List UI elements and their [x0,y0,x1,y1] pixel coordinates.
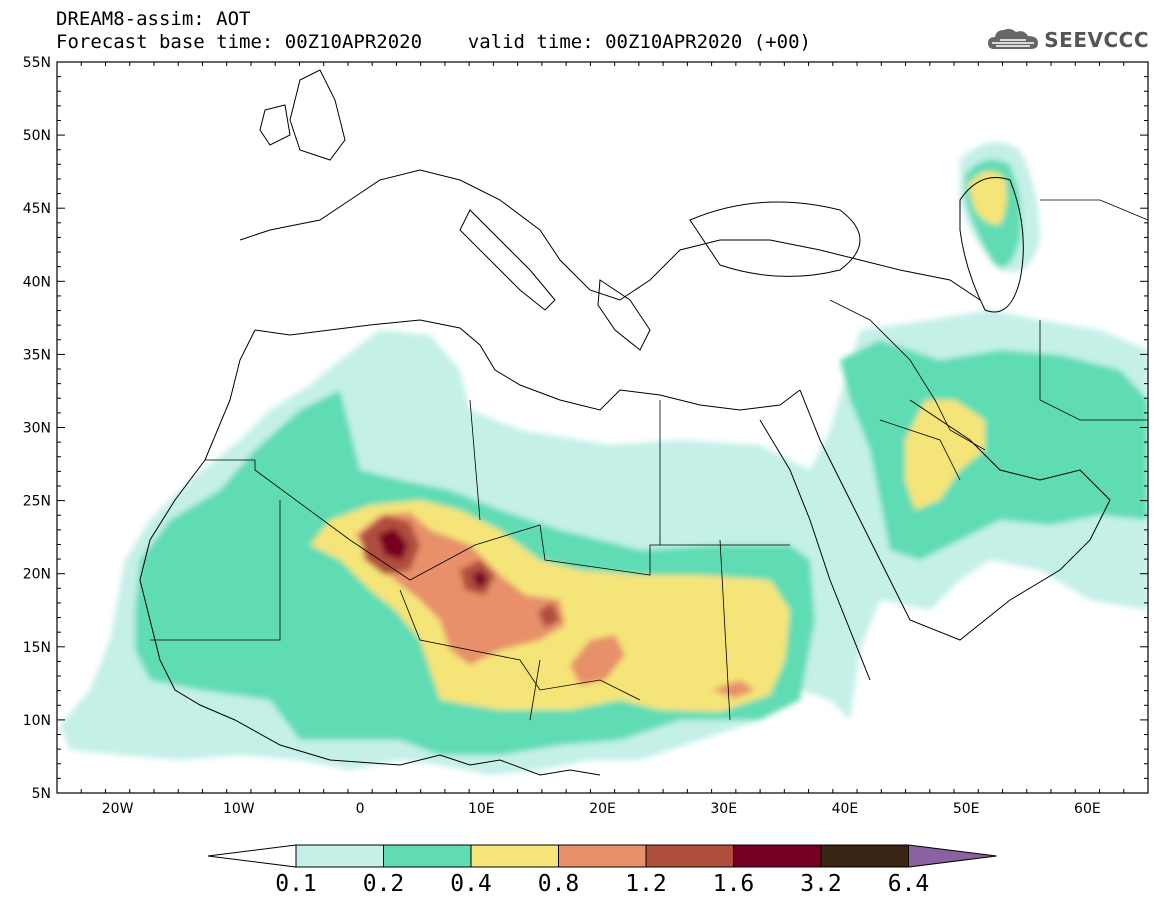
colorbar-swatch [733,844,822,868]
lon-tick-label: 40E [832,801,859,817]
aot-contour-1.6-niger [472,570,488,588]
colorbar-level-label: 1.2 [625,871,667,897]
colorbar-swatch [295,844,384,868]
colorbar-swatch [820,844,909,868]
lon-tick-label: 20W [102,801,134,817]
coastline-ireland [259,104,291,146]
lon-tick-label: 50E [953,801,980,817]
coastline-red-sea [759,419,871,681]
lon-tick-label: 20E [589,801,616,817]
lon-tick-label: 10W [223,801,255,817]
lat-tick-label: 30N [23,421,51,437]
colorbar-level-label: 6.4 [888,871,930,897]
lon-tick-label: 10E [468,801,495,817]
colorbar: 0.1 0.2 0.4 0.8 1.2 1.6 3.2 6.4 [207,844,997,897]
colorbar-level-label: 3.2 [800,871,842,897]
coastline-europe [239,169,981,301]
coastline-greece [597,279,651,351]
lon-tick-label: 0 [356,801,365,817]
coastline-west-africa [139,329,601,776]
seevccc-logo: SEEVCCC [986,24,1149,56]
aot-contour-0.8-sudan [712,680,755,698]
aot-contour-1.2-chad [538,602,560,628]
coastlines-and-borders [139,69,1148,776]
colorbar-under-triangle [207,844,297,868]
aot-contour-0.4-iraq [905,400,985,510]
cloud-icon [988,28,1039,49]
lat-tick-label: 50N [23,128,51,144]
aot-field [60,142,1148,775]
colorbar-swatch [470,844,559,868]
logo-text: SEEVCCC [1044,28,1149,52]
lat-tick-label: 40N [23,274,51,290]
map-title: DREAM8-assim: AOT [56,8,251,30]
lon-tick-label: 30E [710,801,737,817]
lon-tick-label: 60E [1074,801,1101,817]
colorbar-level-label: 1.6 [713,871,755,897]
coastline-mediterranean-south [254,319,801,411]
map-subtitle-times: Forecast base time: 00Z10APR2020 valid t… [56,31,811,53]
colorbar-swatch [383,844,472,868]
lat-tick-label: 10N [23,713,51,729]
lat-tick-label: 25N [23,494,51,510]
aot-contour-0.4-caspian [968,171,1007,225]
colorbar-over-triangle [908,844,997,868]
border-middle-east [829,199,1148,481]
coastline-uk [289,69,346,161]
axis-ticks: 55N 50N 45N 40N 35N 30N 25N 20N 15N 10N 5N 20W 10W 0 1… [23,55,1149,817]
aot-contour-1.6 [378,528,408,560]
coastline-caspian [959,177,1024,313]
coastline-black-sea [689,201,861,277]
lat-tick-label: 55N [23,55,51,71]
colorbar-swatch [645,844,734,868]
coastline-italy [459,209,556,311]
lat-tick-label: 35N [23,347,51,363]
aot-contour-0.8-chad [570,635,625,685]
lat-tick-label: 15N [23,640,51,656]
border-sahara-lines [150,399,790,721]
colorbar-level-label: 0.1 [275,871,317,897]
colorbar-level-label: 0.8 [538,871,580,897]
colorbar-level-label: 0.2 [363,871,405,897]
lat-tick-label: 20N [23,567,51,583]
lat-tick-label: 45N [23,201,51,217]
colorbar-level-label: 0.4 [450,871,492,897]
colorbar-swatch [558,844,647,868]
lat-tick-label: 5N [32,786,51,802]
coastline-arabia [799,389,1111,641]
